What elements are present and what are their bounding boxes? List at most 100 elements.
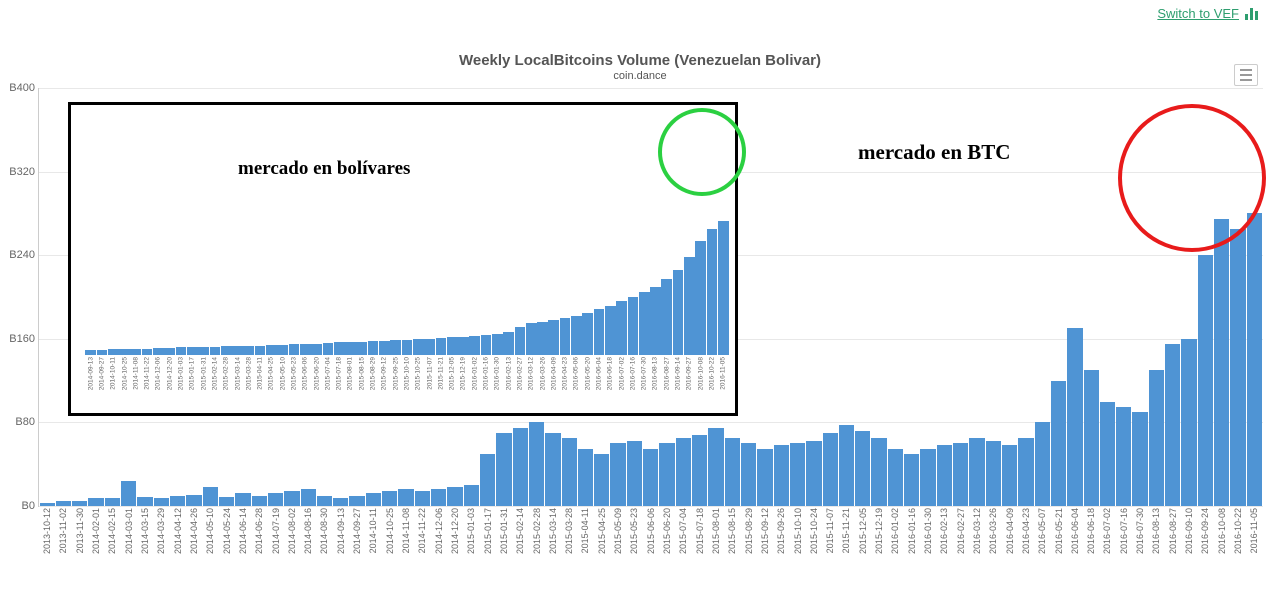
- x-tick-label: 2015-04-11: [580, 508, 590, 553]
- inset-bar: [661, 279, 672, 355]
- inset-x-tick-label: 2016-02-27: [516, 357, 523, 390]
- x-tick-label: 2013-10-12: [42, 508, 52, 554]
- x-tick-label: 2016-07-30: [1135, 508, 1145, 554]
- inset-x-tick-label: 2015-10-25: [415, 357, 422, 390]
- main-bar: [252, 496, 267, 506]
- inset-bar: [447, 337, 458, 355]
- x-tick-label: 2015-10-10: [793, 508, 803, 554]
- x-tick-label: 2015-05-09: [613, 508, 623, 554]
- x-tick-label: 2015-09-26: [776, 508, 786, 554]
- inset-bar: [458, 337, 469, 355]
- main-bar: [513, 428, 528, 506]
- main-bar: [154, 498, 169, 506]
- main-bar: [301, 489, 316, 506]
- inset-bar: [210, 347, 221, 355]
- main-bar: [806, 441, 821, 506]
- inset-bar: [85, 350, 96, 355]
- inset-bar: [311, 344, 322, 355]
- main-bar: [1214, 219, 1229, 506]
- main-bar: [676, 438, 691, 506]
- inset-chart-frame: 2014-09-132014-09-272014-10-112014-10-25…: [68, 102, 738, 416]
- main-bar: [725, 438, 740, 506]
- main-bar: [219, 497, 234, 506]
- inset-x-tick-label: 2015-08-01: [347, 357, 354, 390]
- inset-bar: [673, 270, 684, 355]
- main-bar: [741, 443, 756, 506]
- annotation-bolivares: mercado en bolívares: [238, 158, 410, 180]
- inset-bar: [153, 348, 164, 355]
- main-bar: [1100, 402, 1115, 507]
- inset-x-tick-label: 2016-10-08: [697, 357, 704, 390]
- x-tick-label: 2014-08-02: [287, 508, 297, 554]
- main-bar: [904, 454, 919, 506]
- inset-bar: [492, 334, 503, 356]
- inset-bar: [718, 221, 729, 355]
- inset-bar: [628, 297, 639, 355]
- x-tick-label: 2016-03-26: [988, 508, 998, 554]
- x-tick-label: 2014-12-20: [450, 508, 460, 554]
- x-tick-label: 2014-09-27: [352, 508, 362, 554]
- x-tick-label: 2016-08-27: [1168, 508, 1178, 554]
- inset-x-tick-label: 2015-05-23: [290, 357, 297, 390]
- x-tick-label: 2016-10-08: [1217, 508, 1227, 554]
- y-tick-label: B160: [3, 333, 35, 345]
- inset-bar: [198, 347, 209, 355]
- main-bar: [105, 498, 120, 506]
- main-bar: [627, 441, 642, 506]
- inset-x-tick-label: 2016-09-27: [686, 357, 693, 390]
- x-tick-label: 2014-03-29: [156, 508, 166, 554]
- annotation-btc: mercado en BTC: [858, 140, 1010, 165]
- main-bar: [937, 445, 952, 506]
- x-tick-label: 2014-09-13: [336, 508, 346, 554]
- inset-x-tick-label: 2015-04-11: [257, 357, 264, 390]
- x-tick-label: 2015-07-04: [678, 508, 688, 554]
- main-bar: [594, 454, 609, 506]
- inset-bar: [537, 322, 548, 355]
- x-tick-label: 2015-07-18: [695, 508, 705, 554]
- main-bar: [659, 443, 674, 506]
- inset-x-tick-label: 2016-01-16: [483, 357, 490, 390]
- main-bar: [1084, 370, 1099, 506]
- inset-x-tick-label: 2014-12-06: [155, 357, 162, 390]
- switch-vef-link[interactable]: Switch to VEF: [1157, 6, 1258, 21]
- main-bar: [268, 493, 283, 506]
- inset-x-tick-label: 2016-05-20: [584, 357, 591, 390]
- inset-bar: [323, 343, 334, 355]
- x-tick-label: 2015-12-05: [858, 508, 868, 554]
- inset-bar: [356, 342, 367, 355]
- main-bar: [1018, 438, 1033, 506]
- inset-bar: [266, 345, 277, 355]
- main-bar: [415, 491, 430, 506]
- green-circle-marker: [658, 108, 746, 196]
- inset-bar: [695, 241, 706, 355]
- inset-x-tick-label: 2016-04-23: [562, 357, 569, 390]
- x-tick-label: 2014-02-01: [91, 508, 101, 554]
- main-bar: [888, 449, 903, 506]
- main-bar: [121, 481, 136, 506]
- main-bar: [774, 445, 789, 506]
- main-bar: [366, 493, 381, 506]
- main-bar: [578, 449, 593, 506]
- x-tick-label: 2015-11-07: [825, 508, 835, 553]
- inset-bar: [97, 350, 108, 355]
- inset-bar: [616, 301, 627, 355]
- x-tick-label: 2016-10-22: [1233, 508, 1243, 554]
- main-bar: [480, 454, 495, 506]
- inset-x-tick-label: 2016-04-09: [550, 357, 557, 390]
- x-tick-label: 2016-08-13: [1151, 508, 1161, 554]
- main-bar: [235, 493, 250, 506]
- inset-x-tick-label: 2015-01-03: [178, 357, 185, 390]
- chart-menu-button[interactable]: [1234, 64, 1258, 86]
- inset-x-tick-label: 2016-11-05: [720, 357, 727, 390]
- x-tick-label: 2016-04-23: [1021, 508, 1031, 554]
- x-tick-label: 2015-03-28: [564, 508, 574, 554]
- x-tick-label: 2016-09-10: [1184, 508, 1194, 554]
- main-bar: [40, 503, 55, 506]
- inset-bar: [130, 349, 141, 355]
- inset-bar: [164, 348, 175, 355]
- inset-bar: [108, 349, 119, 355]
- main-bar: [529, 422, 544, 506]
- x-tick-label: 2014-04-12: [173, 508, 183, 554]
- x-tick-label: 2015-11-21: [841, 508, 851, 553]
- inset-bar: [571, 316, 582, 355]
